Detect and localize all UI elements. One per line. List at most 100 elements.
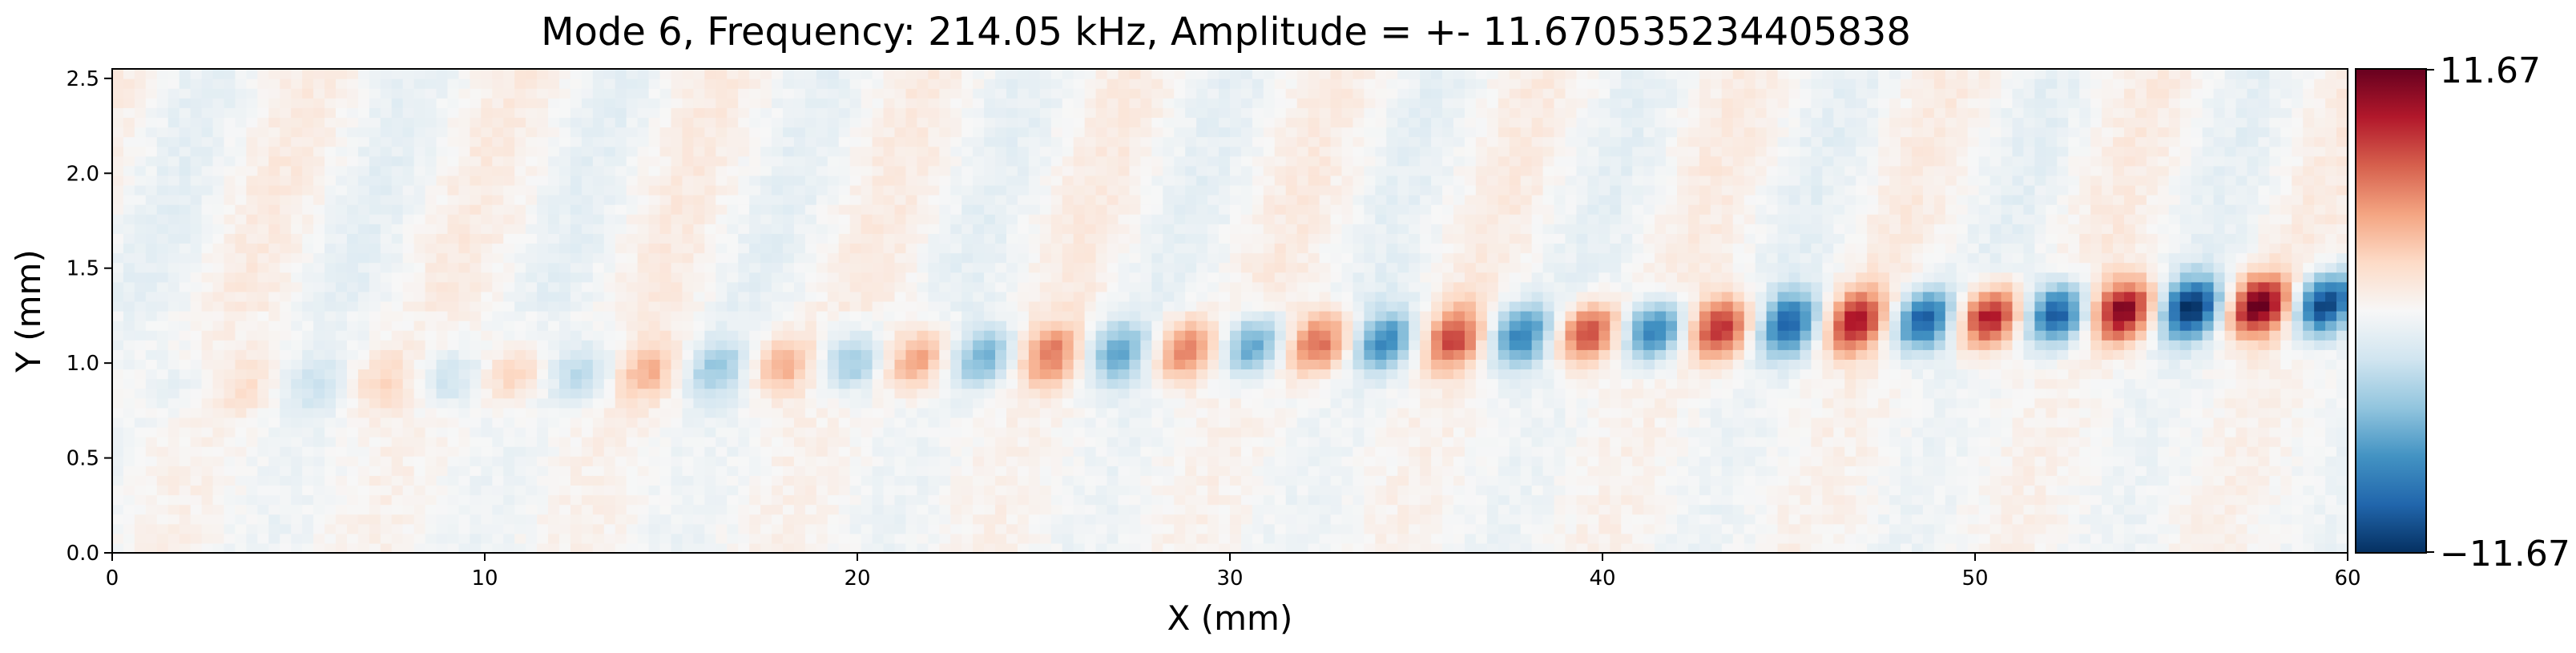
heatmap-cell bbox=[838, 533, 851, 544]
heatmap-cell bbox=[1073, 281, 1086, 292]
heatmap-cell bbox=[626, 437, 639, 447]
heatmap-cell bbox=[436, 466, 449, 476]
heatmap-cell bbox=[413, 117, 426, 128]
heatmap-cell bbox=[581, 224, 594, 234]
heatmap-cell bbox=[995, 165, 1007, 176]
heatmap-cell bbox=[772, 523, 784, 534]
heatmap-cell bbox=[201, 437, 214, 447]
heatmap-cell bbox=[1129, 252, 1141, 264]
heatmap-cell bbox=[1028, 79, 1041, 89]
heatmap-cell bbox=[682, 69, 694, 79]
heatmap-cell bbox=[1017, 340, 1030, 350]
heatmap-cell bbox=[514, 117, 526, 128]
heatmap-cell bbox=[1207, 523, 1219, 534]
heatmap-cell bbox=[212, 252, 225, 264]
heatmap-cell bbox=[1017, 165, 1030, 176]
heatmap-cell bbox=[369, 417, 381, 428]
heatmap-cell bbox=[682, 466, 694, 476]
heatmap-cell bbox=[1118, 262, 1131, 273]
heatmap-cell bbox=[727, 330, 739, 341]
heatmap-cell bbox=[1140, 533, 1152, 544]
heatmap-cell bbox=[659, 233, 672, 244]
heatmap-cell bbox=[984, 378, 996, 389]
heatmap-cell bbox=[637, 417, 650, 428]
heatmap-cell bbox=[671, 214, 683, 224]
heatmap-cell bbox=[548, 349, 560, 360]
heatmap-cell bbox=[917, 262, 929, 273]
heatmap-cell bbox=[1207, 426, 1219, 437]
heatmap-cell bbox=[257, 311, 269, 321]
heatmap-cell bbox=[346, 127, 359, 138]
heatmap-cell bbox=[201, 330, 214, 341]
heatmap-cell bbox=[581, 340, 594, 350]
heatmap-cell bbox=[1129, 107, 1141, 118]
heatmap-cell bbox=[134, 146, 147, 157]
heatmap-cell bbox=[760, 542, 772, 554]
heatmap-cell bbox=[973, 446, 985, 457]
heatmap-cell bbox=[592, 437, 605, 447]
heatmap-cell bbox=[793, 311, 806, 321]
heatmap-cell bbox=[402, 426, 415, 437]
heatmap-cell bbox=[537, 243, 549, 254]
heatmap-cell bbox=[280, 426, 292, 437]
heatmap-cell bbox=[1185, 514, 1197, 525]
heatmap-cell bbox=[838, 224, 851, 234]
heatmap-cell bbox=[224, 214, 236, 224]
heatmap-cell bbox=[458, 475, 470, 486]
heatmap-cell bbox=[548, 155, 560, 167]
heatmap-cell bbox=[1207, 243, 1219, 254]
heatmap-cell bbox=[872, 523, 885, 534]
heatmap-cell bbox=[861, 252, 873, 264]
heatmap-cell bbox=[838, 281, 851, 292]
heatmap-cell bbox=[626, 359, 639, 370]
heatmap-cell bbox=[1062, 136, 1074, 147]
heatmap-cell bbox=[1062, 446, 1074, 457]
heatmap-cell bbox=[816, 320, 828, 331]
heatmap-cell bbox=[671, 542, 683, 554]
heatmap-cell bbox=[458, 291, 470, 302]
heatmap-cell bbox=[526, 252, 538, 264]
heatmap-cell bbox=[984, 184, 996, 195]
heatmap-cell bbox=[704, 475, 716, 486]
heatmap-cell bbox=[917, 175, 929, 186]
heatmap-cell bbox=[246, 542, 258, 554]
heatmap-cell bbox=[447, 136, 460, 147]
heatmap-cell bbox=[470, 542, 482, 554]
heatmap-cell bbox=[145, 349, 158, 360]
heatmap-cell bbox=[224, 146, 236, 157]
heatmap-cell bbox=[659, 320, 672, 331]
heatmap-cell bbox=[917, 88, 929, 99]
heatmap-cell bbox=[917, 378, 929, 389]
heatmap-cell bbox=[458, 311, 470, 321]
heatmap-cell bbox=[413, 523, 426, 534]
heatmap-cell bbox=[905, 466, 917, 476]
heatmap-cell bbox=[291, 184, 303, 195]
heatmap-cell bbox=[950, 397, 962, 409]
heatmap-cell bbox=[861, 79, 873, 89]
heatmap-cell bbox=[1129, 417, 1141, 428]
heatmap-cell bbox=[1006, 340, 1018, 350]
heatmap-cell bbox=[357, 456, 370, 466]
heatmap-cell bbox=[1118, 195, 1131, 205]
heatmap-cell bbox=[939, 272, 951, 283]
heatmap-cell bbox=[1185, 533, 1197, 544]
heatmap-cell bbox=[716, 533, 728, 544]
heatmap-cell bbox=[425, 214, 437, 224]
heatmap-cell bbox=[570, 252, 583, 264]
heatmap-cell bbox=[325, 533, 337, 544]
heatmap-cell bbox=[1174, 320, 1186, 331]
heatmap-cell bbox=[581, 214, 594, 224]
heatmap-cell bbox=[950, 272, 962, 283]
heatmap-cell bbox=[246, 165, 258, 176]
heatmap-cell bbox=[671, 184, 683, 195]
heatmap-cell bbox=[514, 426, 526, 437]
heatmap-cell bbox=[1062, 369, 1074, 380]
heatmap-cell bbox=[995, 136, 1007, 147]
heatmap-cell bbox=[503, 485, 515, 496]
heatmap-cell bbox=[481, 320, 493, 331]
heatmap-cell bbox=[961, 417, 974, 428]
heatmap-cell bbox=[413, 494, 426, 506]
heatmap-cell bbox=[257, 533, 269, 544]
heatmap-cell bbox=[302, 407, 314, 418]
heatmap-cell bbox=[1196, 466, 1208, 476]
